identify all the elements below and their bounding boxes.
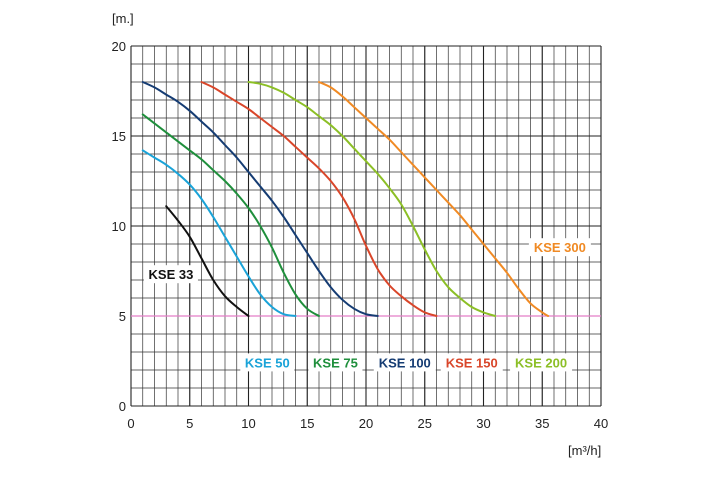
series-label-kse-200: KSE 200 (515, 355, 567, 370)
y-axis-unit: [m.] (112, 11, 134, 26)
series-label-kse-100: KSE 100 (379, 355, 431, 370)
series-label-background (510, 353, 573, 372)
series-label-kse-50: KSE 50 (245, 355, 290, 370)
x-tick-label: 5 (186, 416, 193, 431)
x-axis-unit: [m³/h] (568, 443, 601, 458)
x-tick-label: 40 (594, 416, 608, 431)
x-tick-label: 20 (359, 416, 373, 431)
series-label-background (528, 238, 591, 257)
series-label-kse-300: KSE 300 (534, 240, 586, 255)
x-tick-label: 35 (535, 416, 549, 431)
series-label-kse-150: KSE 150 (446, 355, 498, 370)
x-tick-label: 30 (476, 416, 490, 431)
curve-kse-150 (200, 81, 438, 317)
x-tick-label: 15 (300, 416, 314, 431)
y-tick-label: 0 (119, 399, 126, 414)
series-label-kse-75: KSE 75 (313, 355, 358, 370)
series-label-background (240, 353, 295, 372)
curve-kse-75 (141, 113, 320, 317)
curve-kse-200 (247, 81, 497, 317)
tick-labels: 0 5 10 15 20 25 30 35 40 0 5 10 15 20 (112, 39, 609, 431)
series-label-background (143, 265, 198, 284)
series-label-background (440, 353, 503, 372)
series-label-background (308, 353, 363, 372)
y-tick-label: 10 (112, 219, 126, 234)
series-label-background (373, 353, 436, 372)
series-label-kse-33: KSE 33 (149, 267, 194, 282)
curve-kse-100 (141, 81, 379, 317)
x-tick-label: 0 (127, 416, 134, 431)
curve-kse-300 (318, 81, 550, 317)
performance-curves (141, 81, 550, 317)
curve-kse-50 (141, 149, 297, 317)
y-tick-label: 5 (119, 309, 126, 324)
y-tick-label: 20 (112, 39, 126, 54)
curve-kse-33 (165, 205, 250, 317)
y-tick-label: 15 (112, 129, 126, 144)
series-labels: KSE 33 KSE 50 KSE 75 KSE 100 KSE 150 KSE 200 K… (143, 238, 591, 372)
x-tick-label: 25 (418, 416, 432, 431)
x-tick-label: 10 (241, 416, 255, 431)
